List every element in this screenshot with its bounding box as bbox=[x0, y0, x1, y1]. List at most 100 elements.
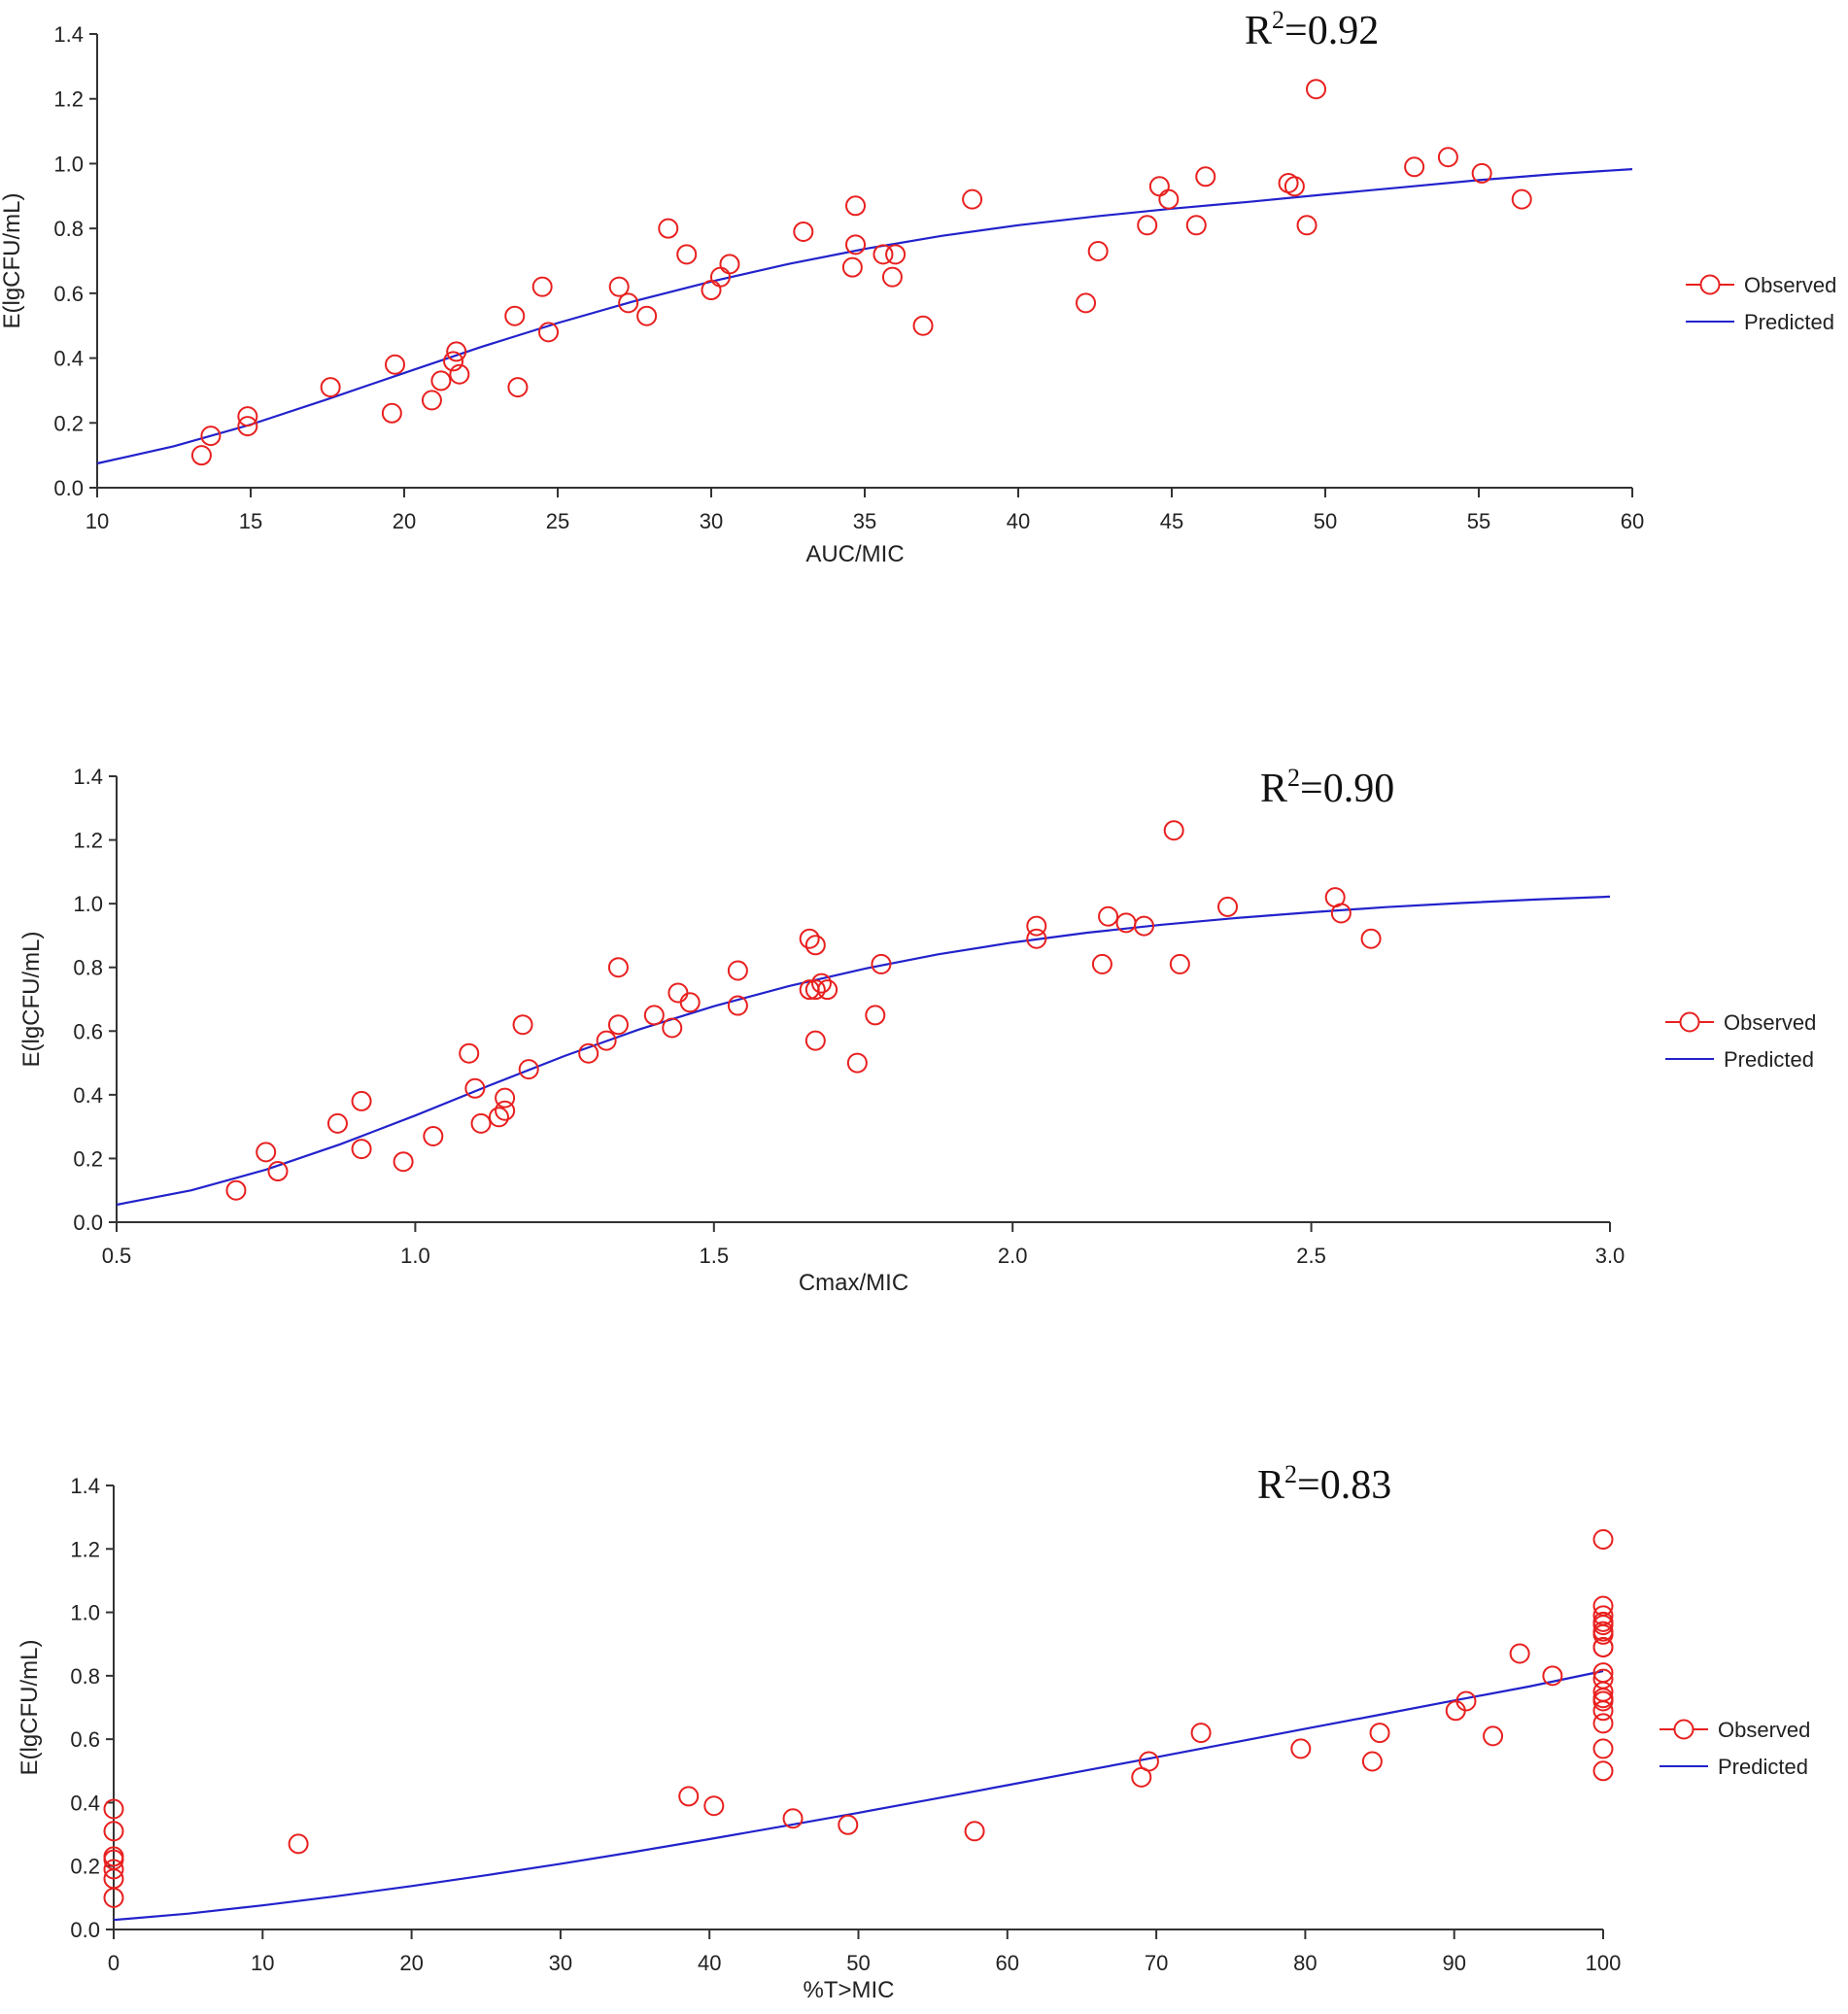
observed-point bbox=[1592, 1713, 1614, 1734]
observed-point bbox=[804, 979, 826, 1001]
observed-point bbox=[190, 445, 212, 466]
observed-point bbox=[607, 1014, 629, 1036]
observed-point bbox=[504, 305, 526, 326]
observed-point bbox=[679, 992, 701, 1013]
x-tick-label: 60 bbox=[996, 1951, 1019, 1975]
y-tick-label: 1.2 bbox=[73, 829, 103, 853]
observed-point bbox=[727, 960, 748, 981]
observed-point bbox=[810, 973, 832, 994]
observed-point bbox=[351, 1139, 372, 1160]
observed-point bbox=[1592, 1636, 1614, 1657]
observed-point bbox=[538, 322, 560, 343]
chart-panel-3: 0.0 0.2 0.4 0.6 0.8 1.0 1.2 1.4 0 10 20 30 40 50 60 70 8… bbox=[17, 1460, 1810, 2003]
observed-point bbox=[256, 1142, 277, 1163]
observed-point bbox=[1306, 79, 1327, 100]
observed-point bbox=[103, 1798, 124, 1820]
predicted-curve bbox=[116, 895, 1611, 1207]
x-tick-label: 0 bbox=[108, 1951, 120, 1975]
r-squared-annotation: R2=0.90 bbox=[1260, 764, 1394, 811]
observed-point bbox=[804, 1030, 826, 1051]
x-tick-label: 10 bbox=[251, 1951, 274, 1975]
y-tick-label: 0.0 bbox=[73, 1211, 103, 1235]
y-axis-title: E(lgCFU/mL) bbox=[0, 192, 25, 328]
x-tick-label: 35 bbox=[853, 509, 876, 533]
observed-point bbox=[1087, 240, 1109, 261]
x-tick-label: 50 bbox=[1314, 509, 1337, 533]
r-squared-annotation: R2=0.83 bbox=[1257, 1460, 1391, 1508]
observed-point bbox=[608, 276, 630, 297]
observed-point bbox=[962, 188, 983, 210]
observed-point bbox=[596, 1030, 617, 1051]
y-tick-label: 0.8 bbox=[73, 956, 103, 980]
observed-point bbox=[1217, 896, 1239, 917]
observed-point bbox=[838, 1814, 859, 1835]
observed-point bbox=[267, 1161, 289, 1182]
observed-point bbox=[459, 1042, 480, 1064]
observed-point bbox=[1169, 953, 1190, 974]
observed-point bbox=[1283, 176, 1305, 197]
observed-point bbox=[1483, 1725, 1504, 1747]
observed-point bbox=[381, 402, 402, 424]
y-tick-label: 0.2 bbox=[53, 411, 84, 435]
x-tick-label: 1.0 bbox=[400, 1244, 430, 1268]
observed-point bbox=[1404, 156, 1425, 178]
x-tick-label: 2.0 bbox=[998, 1244, 1028, 1268]
observed-point bbox=[1542, 1665, 1563, 1687]
x-tick-label: 10 bbox=[86, 509, 109, 533]
r-squared-annotation: R2=0.92 bbox=[1245, 6, 1379, 53]
x-tick-label: 25 bbox=[546, 509, 569, 533]
x-tick-label: 30 bbox=[549, 1951, 572, 1975]
observed-point bbox=[1592, 1690, 1614, 1712]
observed-point bbox=[430, 370, 452, 392]
observed-point bbox=[719, 254, 740, 275]
x-tick-label: 15 bbox=[239, 509, 262, 533]
y-tick-label: 0.2 bbox=[70, 1855, 100, 1879]
observed-point bbox=[799, 928, 820, 949]
y-tick-label: 0.0 bbox=[53, 476, 84, 500]
legend: Observed Predicted bbox=[1665, 1010, 1816, 1072]
chart-panel-2: 0.0 0.2 0.4 0.6 0.8 1.0 1.2 1.4 0.5 1.0 1.5 2.0 2.5 3… bbox=[18, 764, 1816, 1296]
observed-point bbox=[103, 1859, 124, 1880]
observed-point bbox=[1592, 1615, 1614, 1636]
observed-point bbox=[964, 1821, 985, 1842]
observed-point bbox=[1296, 215, 1318, 236]
observed-point bbox=[351, 1090, 372, 1111]
y-tick-label: 1.4 bbox=[53, 22, 84, 47]
x-tick-label: 20 bbox=[399, 1951, 423, 1975]
observed-point bbox=[470, 1112, 492, 1134]
legend: Observed Predicted bbox=[1660, 1718, 1810, 1779]
observed-point bbox=[464, 1077, 486, 1099]
x-tick-label: 60 bbox=[1621, 509, 1644, 533]
observed-point bbox=[1369, 1723, 1390, 1744]
x-axis-title: Cmax/MIC bbox=[799, 1270, 908, 1296]
observed-point bbox=[495, 1087, 516, 1109]
x-tick-label: 1.5 bbox=[700, 1244, 730, 1268]
observed-point bbox=[393, 1151, 414, 1173]
y-tick-label: 1.4 bbox=[70, 1474, 100, 1498]
observed-point bbox=[703, 1795, 725, 1817]
observed-point bbox=[885, 244, 907, 265]
y-axis-title: E(lgCFU/mL) bbox=[17, 1639, 43, 1775]
observed-point bbox=[320, 377, 341, 398]
observed-point bbox=[1026, 915, 1047, 937]
x-axis-title: %T>MIC bbox=[803, 1977, 894, 2003]
observed-point bbox=[1330, 903, 1352, 924]
legend-predicted-label: Predicted bbox=[1744, 310, 1834, 334]
observed-point bbox=[1137, 215, 1158, 236]
x-tick-label: 55 bbox=[1467, 509, 1490, 533]
legend-observed-label: Observed bbox=[1724, 1010, 1816, 1035]
observed-point bbox=[421, 390, 442, 411]
observed-point bbox=[288, 1833, 309, 1855]
x-tick-label: 50 bbox=[846, 1951, 870, 1975]
observed-point bbox=[658, 218, 679, 239]
observed-point bbox=[643, 1005, 665, 1026]
observed-point bbox=[488, 1107, 509, 1128]
observed-point bbox=[871, 953, 892, 974]
observed-point bbox=[804, 935, 826, 956]
legend-observed-marker bbox=[1699, 274, 1721, 295]
observed-point bbox=[495, 1100, 516, 1121]
observed-point bbox=[1158, 188, 1180, 210]
observed-point bbox=[881, 266, 903, 288]
y-tick-label: 1.2 bbox=[70, 1537, 100, 1561]
